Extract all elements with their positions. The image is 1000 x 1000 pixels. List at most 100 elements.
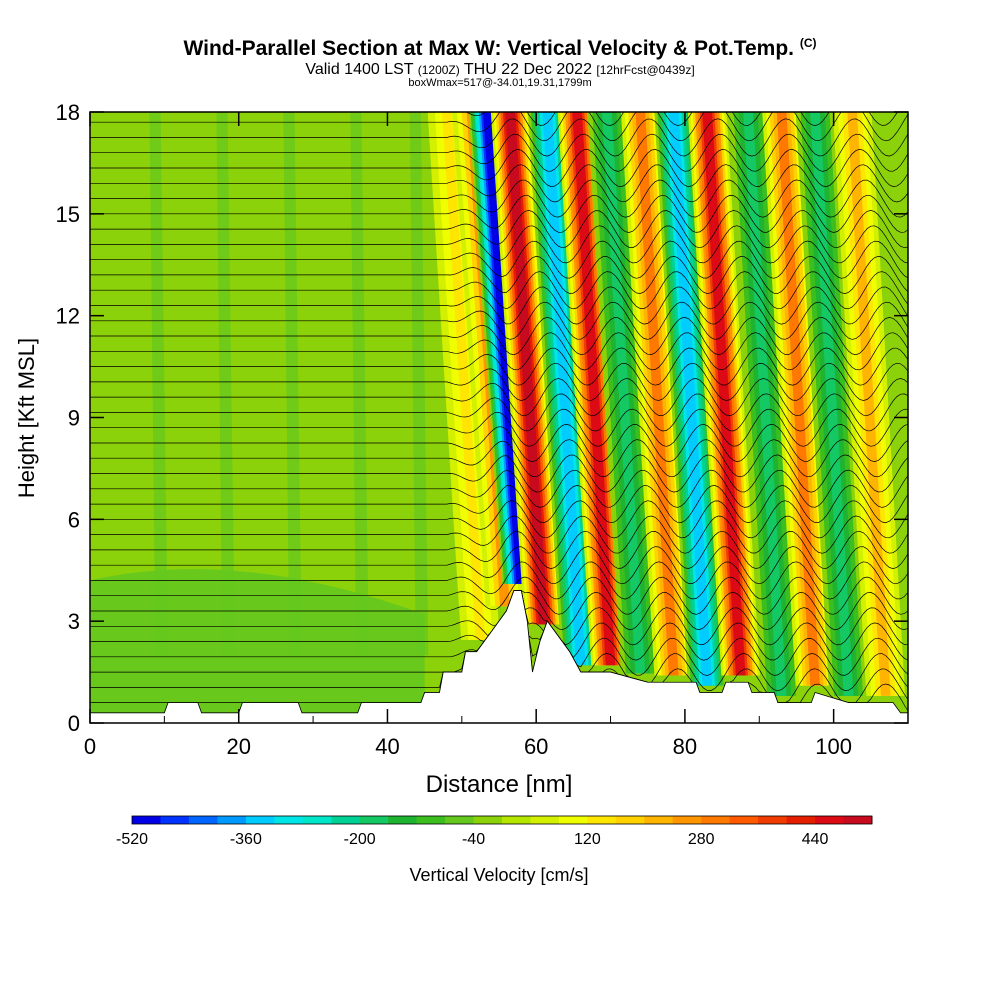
isentrope-line [90, 118, 908, 157]
colorbar-swatch [672, 816, 702, 824]
colorbar-tick-label: 120 [574, 831, 601, 848]
colorbar-tick-label: 280 [688, 831, 715, 848]
isentrope-line [90, 469, 908, 508]
isentrope-line [90, 362, 908, 401]
y-tick-label: 15 [56, 202, 80, 227]
colorbar-swatch [445, 816, 475, 824]
isentrope-line [90, 530, 908, 569]
colorbar-swatch [758, 816, 788, 824]
isentrope-line [90, 408, 908, 447]
isentrope-line [90, 347, 908, 386]
velocity-band [810, 112, 854, 696]
y-tick-label: 12 [56, 304, 80, 329]
velocity-band [702, 112, 746, 676]
colorbar: -520 -360 -200 -40 120 280 440 [116, 815, 873, 848]
colorbar-swatch [331, 816, 361, 824]
colorbar-swatch [245, 816, 275, 824]
velocity-band [442, 112, 486, 640]
colorbar-tick-label: -520 [116, 831, 148, 848]
y-tick-label: 0 [68, 711, 80, 736]
isentrope-line [90, 133, 908, 172]
colorbar-label: Vertical Velocity [cm/s] [409, 865, 588, 885]
colorbar-swatch [274, 816, 304, 824]
isentrope-line [90, 500, 908, 539]
isentrope-line [90, 225, 908, 264]
velocity-band [743, 112, 787, 696]
colorbar-swatch [473, 816, 503, 824]
colorbar-swatch [786, 816, 816, 824]
x-axis: 0 20 40 60 80 100 [84, 112, 852, 759]
isentrope-line [90, 561, 908, 600]
y-axis: 0 3 6 9 12 15 18 [56, 100, 908, 736]
potential-temperature-contours [90, 112, 908, 712]
colorbar-tick-label: 440 [802, 831, 829, 848]
isentrope-line [90, 271, 908, 310]
colorbar-swatch [217, 816, 247, 824]
colorbar-swatch [815, 816, 845, 824]
colorbar-swatch [388, 816, 418, 824]
colorbar-swatch [302, 816, 332, 824]
isentrope-line [90, 515, 908, 554]
y-axis-label: Height [Kft MSL] [14, 338, 39, 498]
isentrope-line [90, 179, 908, 218]
x-tick-label: 40 [375, 734, 399, 759]
x-tick-label: 0 [84, 734, 96, 759]
chart-title: Wind-Parallel Section at Max W: Vertical… [183, 36, 817, 60]
isentrope-line [90, 255, 908, 294]
colorbar-swatch [502, 816, 531, 824]
isentrope-line [90, 378, 908, 417]
colorbar-swatch [160, 816, 190, 824]
low-level-descent-region [90, 569, 425, 723]
isentrope-line [90, 485, 908, 524]
colorbar-swatch [615, 816, 645, 824]
colorbar-swatch [843, 816, 873, 824]
isentrope-line [90, 210, 908, 249]
y-tick-label: 9 [68, 406, 80, 431]
y-tick-label: 3 [68, 609, 80, 634]
velocity-band [542, 112, 586, 666]
isentrope-line [90, 112, 908, 142]
isentrope-line [90, 454, 908, 493]
terrain-shape [90, 590, 908, 723]
isentrope-line [90, 286, 908, 325]
x-tick-label: 60 [524, 734, 548, 759]
isentrope-line [90, 546, 908, 585]
velocity-band [847, 112, 891, 696]
y-tick-label: 18 [56, 100, 80, 125]
colorbar-swatch [416, 816, 446, 824]
y-tick-label: 6 [68, 507, 80, 532]
isentrope-line [90, 393, 908, 432]
colorbar-border [131, 815, 873, 825]
colorbar-tick-label: -200 [344, 831, 376, 848]
isentrope-line [90, 164, 908, 203]
isentrope-line [90, 423, 908, 462]
velocity-band [601, 112, 646, 674]
velocity-band [668, 112, 713, 686]
colorbar-swatch [530, 816, 560, 824]
isentrope-line [90, 240, 908, 279]
x-tick-label: 80 [673, 734, 697, 759]
isentrope-line [90, 317, 908, 356]
x-axis-label: Distance [nm] [426, 771, 573, 798]
box-info: boxWmax=517@-34.01,19.31,1799m [408, 77, 592, 89]
terrain-profile [90, 590, 908, 723]
velocity-band [572, 112, 616, 666]
isentrope-line [90, 301, 908, 340]
velocity-band [505, 112, 549, 625]
colorbar-swatch [359, 816, 389, 824]
isentrope-line [90, 148, 908, 188]
isentrope-line [90, 439, 908, 478]
colorbar-tick-label: -40 [462, 831, 485, 848]
colorbar-swatch [558, 816, 588, 824]
colorbar-swatch [644, 816, 674, 824]
colorbar-swatch [132, 816, 161, 824]
colorbar-swatch [587, 816, 617, 824]
colorbar-swatch [701, 816, 731, 824]
colorbar-swatch [729, 816, 759, 824]
x-tick-label: 20 [226, 734, 250, 759]
chart-subtitle: Valid 1400 LST (1200Z) THU 22 Dec 2022 [… [305, 61, 695, 78]
isentrope-line [90, 576, 908, 615]
isentrope-line [90, 194, 908, 233]
colorbar-tick-label: -360 [230, 831, 262, 848]
